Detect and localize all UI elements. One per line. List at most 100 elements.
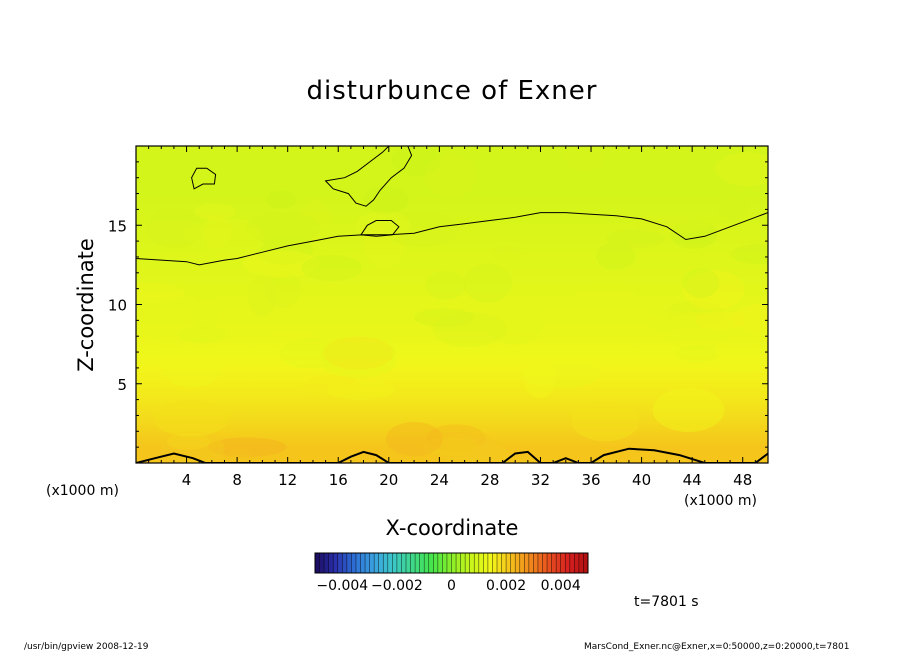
heatmap-cell (383, 210, 460, 247)
x-tick-label: 28 (480, 471, 499, 489)
colorbar-cell (351, 553, 357, 573)
colorbar-cell (551, 553, 557, 573)
heatmap-cell (682, 268, 720, 298)
x-tick-label: 12 (278, 471, 297, 489)
colorbar-cell (360, 553, 366, 573)
colorbar-cell (492, 553, 498, 573)
heatmap-cell (677, 345, 718, 363)
x-tick-label: 40 (632, 471, 651, 489)
x-tick-label: 32 (531, 471, 550, 489)
colorbar-cell (460, 553, 466, 573)
heatmap-cell (665, 300, 725, 328)
heatmap-cell (645, 308, 687, 332)
heatmap-background (136, 146, 768, 463)
colorbar-cell (369, 553, 375, 573)
heatmap-cell (595, 241, 636, 271)
colorbar-cell (451, 553, 457, 573)
heatmap-cell (425, 154, 478, 198)
heatmap-cell (523, 357, 556, 399)
heatmap-cell (463, 263, 512, 303)
colorbar-cell (578, 553, 584, 573)
colorbar-cell (574, 553, 580, 573)
heatmap-cell (323, 336, 394, 370)
colorbar-cell (383, 553, 389, 573)
colorbar-cell (569, 553, 575, 573)
heatmap-cell (301, 254, 363, 282)
colorbar-cell (524, 553, 530, 573)
heatmap-cell (190, 292, 220, 331)
x-axis: 4 8 12 16 20 24 28 32 36 40 44 48 (148, 146, 756, 489)
heatmap-cell (712, 345, 767, 375)
heatmap-cell (571, 401, 640, 442)
colorbar-cell (515, 553, 521, 573)
heatmap-cell (421, 437, 475, 456)
heatmap-cell (634, 216, 710, 234)
x-tick-label: 24 (430, 471, 449, 489)
colorbar-cell (519, 553, 525, 573)
colorbar-tick-label: 0.002 (486, 578, 526, 594)
heatmap-cell (730, 243, 768, 265)
colorbar-cell (433, 553, 439, 573)
y-axis-label: Z-coordinate (74, 238, 98, 372)
heatmap-field (136, 146, 768, 463)
heatmap-cell (426, 424, 486, 452)
colorbar-cell (419, 553, 425, 573)
colorbar-cell (315, 553, 321, 573)
colorbar-cell (469, 553, 475, 573)
colorbar-cell (556, 553, 562, 573)
colorbar-cell (437, 553, 443, 573)
colorbar-cell (487, 553, 493, 573)
colorbar-cell (542, 553, 548, 573)
colorbar-cell (442, 553, 448, 573)
heatmap-cell (717, 197, 751, 220)
heatmap-cell (561, 146, 607, 171)
footer-left: /usr/bin/gpview 2008-12-19 (24, 642, 149, 652)
x-axis-label: X-coordinate (385, 516, 519, 540)
colorbar-cell (392, 553, 398, 573)
heatmap-cell (302, 375, 361, 398)
heatmap-cell (266, 190, 297, 209)
colorbar-cell (333, 553, 339, 573)
colorbar-cell (406, 553, 412, 573)
colorbar-cell (328, 553, 334, 573)
heatmap-cell (136, 282, 186, 303)
colorbar-cell (501, 553, 507, 573)
heatmap-cell (242, 250, 320, 278)
footer-right: MarsCond_Exner.nc@Exner,x=0:50000,z=0:20… (584, 642, 850, 652)
colorbar: −0.004 −0.002 0 0.002 0.004 (314, 552, 589, 594)
contour-line (136, 447, 768, 463)
contour-line (324, 146, 413, 207)
heatmap-cell (153, 399, 230, 437)
colorbar-cell (365, 553, 371, 573)
colorbar-cell (456, 553, 462, 573)
heatmap-cell (320, 340, 397, 364)
colorbar-cell (533, 553, 539, 573)
colorbar-cell (446, 553, 452, 573)
contour-lines (136, 146, 768, 463)
colorbar-cell (374, 553, 380, 573)
x-tick-label: 44 (683, 471, 702, 489)
colorbar-cell (474, 553, 480, 573)
x-axis-unit: (x1000 m) (684, 493, 757, 509)
heatmap-cell (487, 302, 544, 345)
colorbar-cell (497, 553, 503, 573)
colorbar-cell (583, 553, 589, 573)
x-tick-label: 8 (232, 471, 242, 489)
colorbar-cell (410, 553, 416, 573)
x-tick-label: 36 (581, 471, 600, 489)
colorbar-cell (387, 553, 393, 573)
heatmap-cell (326, 380, 396, 400)
colorbar-tick-label: −0.002 (371, 578, 423, 594)
contour-line (191, 167, 217, 190)
heatmap-cell (265, 270, 301, 309)
colorbar-cell (565, 553, 571, 573)
colorbar-cell (415, 553, 421, 573)
x-tick-label: 20 (379, 471, 398, 489)
heatmap-cell (271, 327, 317, 344)
heatmap-cell (606, 228, 665, 249)
heatmap-cell (694, 311, 746, 330)
colorbar-cell (355, 553, 361, 573)
heatmap-cell (432, 312, 508, 347)
colorbar-cell (396, 553, 402, 573)
